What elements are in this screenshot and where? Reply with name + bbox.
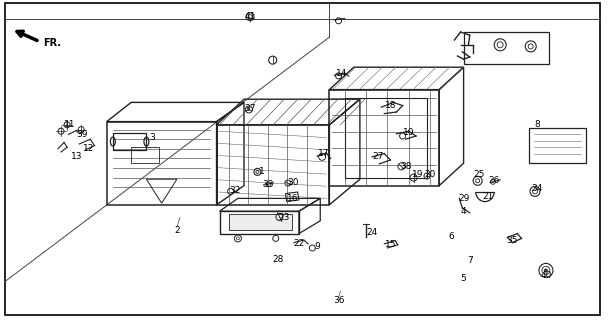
Text: 18: 18 [385,101,396,110]
Text: 23: 23 [278,213,289,222]
Text: 27: 27 [373,152,384,161]
Text: 5: 5 [461,274,467,283]
Text: 39: 39 [77,130,88,139]
Text: 20: 20 [425,170,436,179]
Text: 21: 21 [483,192,493,201]
Text: 26: 26 [489,176,500,185]
Text: 10: 10 [403,128,414,137]
Circle shape [545,269,547,272]
Text: 14: 14 [336,69,347,78]
Text: 29: 29 [458,194,469,203]
Text: 12: 12 [83,144,94,153]
Text: 30: 30 [287,178,298,187]
Text: 25: 25 [473,170,484,179]
Text: 2: 2 [174,226,180,235]
Text: 34: 34 [531,184,542,193]
Text: 13: 13 [71,152,82,161]
Text: 41: 41 [245,12,256,20]
Text: 35: 35 [507,236,518,244]
Text: 4: 4 [461,207,467,216]
Text: 38: 38 [400,162,411,171]
Text: 16: 16 [287,194,298,203]
Polygon shape [229,214,292,230]
Text: 1: 1 [259,167,265,176]
Text: 17: 17 [318,149,329,158]
Text: 22: 22 [293,239,304,248]
Text: 28: 28 [272,255,283,264]
Text: 9: 9 [314,242,320,251]
Text: 15: 15 [385,240,396,249]
Text: FR.: FR. [43,38,61,48]
Text: 32: 32 [229,186,240,195]
Text: 7: 7 [467,256,473,265]
Text: 6: 6 [448,232,454,241]
Text: 8: 8 [534,120,540,129]
Text: 36: 36 [333,296,344,305]
Text: 24: 24 [367,228,378,236]
Text: 19: 19 [412,170,423,179]
Text: 3: 3 [149,133,156,142]
Text: 40: 40 [540,271,551,280]
Text: 37: 37 [245,104,256,113]
Text: 11: 11 [65,120,76,129]
Text: 33: 33 [263,180,274,188]
